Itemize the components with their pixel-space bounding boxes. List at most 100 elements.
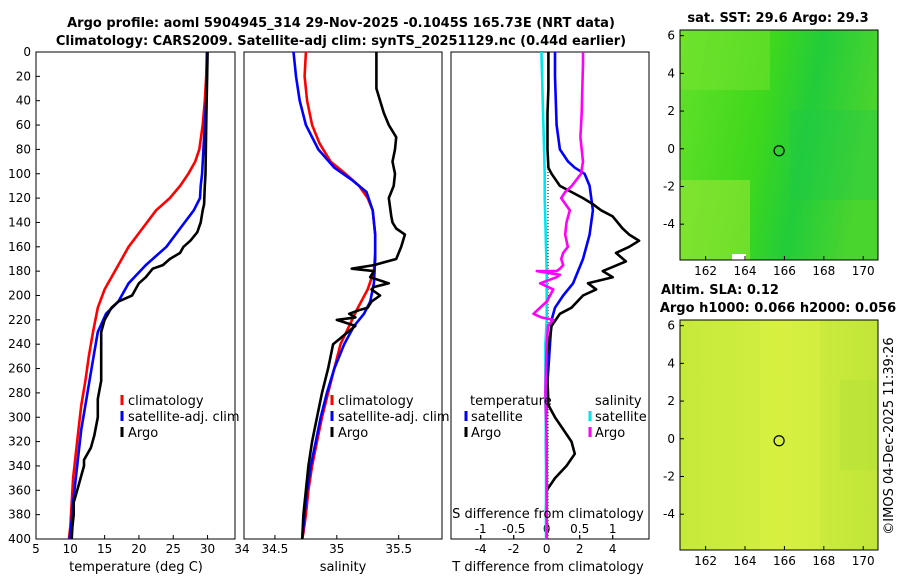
depth-tick-label: 200: [8, 289, 31, 303]
sst-map-patch: [790, 110, 878, 200]
x-tick-label: 15: [97, 542, 112, 556]
depth-tick-label: 160: [8, 240, 31, 254]
sla-map-patch: [760, 320, 820, 550]
sst-map-patch: [680, 180, 750, 260]
x-tick-label: -0.5: [502, 522, 525, 536]
map-y-tick-label: 6: [667, 29, 675, 43]
salinity-lines: [292, 52, 407, 539]
difference-lines: [532, 52, 641, 539]
legend-temperature-title: temperature: [470, 394, 552, 409]
sla-map-title-line2: Argo h1000: 0.066 h2000: 0.056: [660, 301, 896, 316]
x-tick-label: 0: [543, 542, 551, 556]
sst-map-title: sat. SST: 29.6 Argo: 29.3: [687, 11, 868, 26]
x-tick-label: 34: [234, 542, 249, 556]
map-y-tick-label: 2: [667, 104, 675, 118]
map-x-tick-label: 162: [694, 264, 717, 278]
depth-tick-label: 120: [8, 191, 31, 205]
temperature-panel: 0 20 40 60 80 100 120 140 160 180 200 220 240 260 280 3…: [8, 45, 250, 575]
map-y-tick-label: 4: [667, 66, 675, 80]
legend-t-argo-label: Argo: [471, 426, 501, 441]
x-tick-label: 2: [576, 542, 584, 556]
salinity-x-ticks: 34.5 35 35.5: [262, 535, 412, 556]
depth-tick-label: 240: [8, 337, 31, 351]
depth-tick-label: 380: [8, 508, 31, 522]
main-title-line2: Climatology: CARS2009. Satellite-adj cli…: [56, 34, 626, 49]
legend-argo-label: Argo: [128, 426, 158, 441]
x-tick-label: -4: [475, 542, 487, 556]
map-x-tick-label: 170: [852, 554, 875, 568]
depth-tick-label: 280: [8, 386, 31, 400]
depth-tick-label: 360: [8, 483, 31, 497]
sst-map-argo-marker: [773, 145, 785, 157]
map-y-tick-label: -4: [663, 217, 675, 231]
depth-tick-label: 40: [16, 94, 31, 108]
depth-tick-label: 320: [8, 435, 31, 449]
temperature-legend: climatology satellite-adj. clim Argo: [120, 394, 240, 441]
map-x-tick-label: 170: [852, 264, 875, 278]
sla-map-frame: [679, 319, 879, 551]
series-line-climatology: [67, 52, 209, 539]
series-line-satellite-adj-clim: [292, 52, 377, 539]
series-line-argo: [300, 52, 407, 539]
difference-panel: -4 -2 0 2 4 -1 -0.5 0 0.5 1 T difference from cl…: [450, 51, 650, 575]
legend-satellite-label: satellite-adj. clim: [128, 410, 240, 425]
sst-map-frame: [679, 29, 879, 261]
x-tick-label: 34.5: [262, 542, 289, 556]
map-x-tick-label: 168: [812, 554, 835, 568]
depth-tick-label: 0: [23, 45, 31, 59]
map-y-tick-label: 0: [667, 142, 675, 156]
legend-satellite-label: satellite-adj. clim: [338, 410, 450, 425]
x-tick-label: 10: [63, 542, 78, 556]
x-tick-label: 5: [32, 542, 40, 556]
depth-tick-label: 100: [8, 167, 31, 181]
salinity-legend: climatology satellite-adj. clim Argo: [330, 394, 450, 441]
sla-map-argo-marker: [773, 435, 785, 447]
salinity-panel: 34.5 35 35.5 salinity climatology satellit…: [243, 51, 450, 575]
main-title-line1: Argo profile: aoml 5904945_314 29-Nov-20…: [67, 16, 615, 31]
temperature-lines: [67, 52, 209, 539]
temperature-xlabel: temperature (deg C): [69, 560, 203, 575]
map-y-tick-label: -2: [663, 469, 675, 483]
x-tick-label: 35.5: [385, 542, 412, 556]
sst-map-x-ticks: 162 164 166 168 170: [694, 256, 875, 278]
series-line-t-argo: [544, 52, 641, 539]
sst-map-patch: [680, 30, 770, 90]
depth-tick-label: 300: [8, 410, 31, 424]
depth-tick-label: 340: [8, 459, 31, 473]
series-line-satellite-adj-clim: [68, 52, 209, 539]
map-y-tick-label: 4: [667, 356, 675, 370]
depth-ticks: 0 20 40 60 80 100 120 140 160 180 200 220 240 260 280 3…: [8, 45, 40, 546]
legend-argo-label: Argo: [338, 426, 368, 441]
difference-legend: temperature satellite Argo salinity sate…: [464, 394, 647, 441]
x-tick-label: -2: [508, 542, 520, 556]
x-tick-label: 20: [131, 542, 146, 556]
map-y-tick-label: 6: [667, 319, 675, 333]
sla-map-y-ticks: -4 -2 0 2 4 6: [663, 319, 684, 521]
depth-tick-label: 220: [8, 313, 31, 327]
map-x-tick-label: 162: [694, 554, 717, 568]
sst-map-land: [732, 254, 746, 260]
sst-map-y-ticks: -4 -2 0 2 4 6: [663, 29, 684, 231]
map-y-tick-label: -2: [663, 179, 675, 193]
sst-map: sat. SST: 29.6 Argo: 29.3 162 164 166 168 17…: [663, 11, 879, 278]
depth-tick-label: 140: [8, 215, 31, 229]
x-tick-label: -1: [475, 522, 487, 536]
series-line-argo: [70, 52, 209, 539]
map-x-tick-label: 168: [812, 264, 835, 278]
series-line-s-argo: [532, 52, 585, 539]
depth-tick-label: 400: [8, 532, 31, 546]
legend-climatology-label: climatology: [128, 394, 204, 409]
map-x-tick-label: 166: [773, 554, 796, 568]
map-x-tick-label: 166: [773, 264, 796, 278]
salinity-xlabel: salinity: [320, 560, 367, 575]
map-y-tick-label: 2: [667, 394, 675, 408]
salinity-axes-frame: [243, 51, 443, 540]
x-tick-label: 30: [200, 542, 215, 556]
map-x-tick-label: 164: [734, 554, 757, 568]
x-tick-label: 35: [329, 542, 344, 556]
sla-map-x-ticks: 162 164 166 168 170: [694, 546, 875, 568]
depth-tick-label: 180: [8, 264, 31, 278]
difference-axes-frame: [450, 51, 650, 540]
temperature-x-ticks: 5 10 15 20 25 30 34: [32, 535, 250, 556]
